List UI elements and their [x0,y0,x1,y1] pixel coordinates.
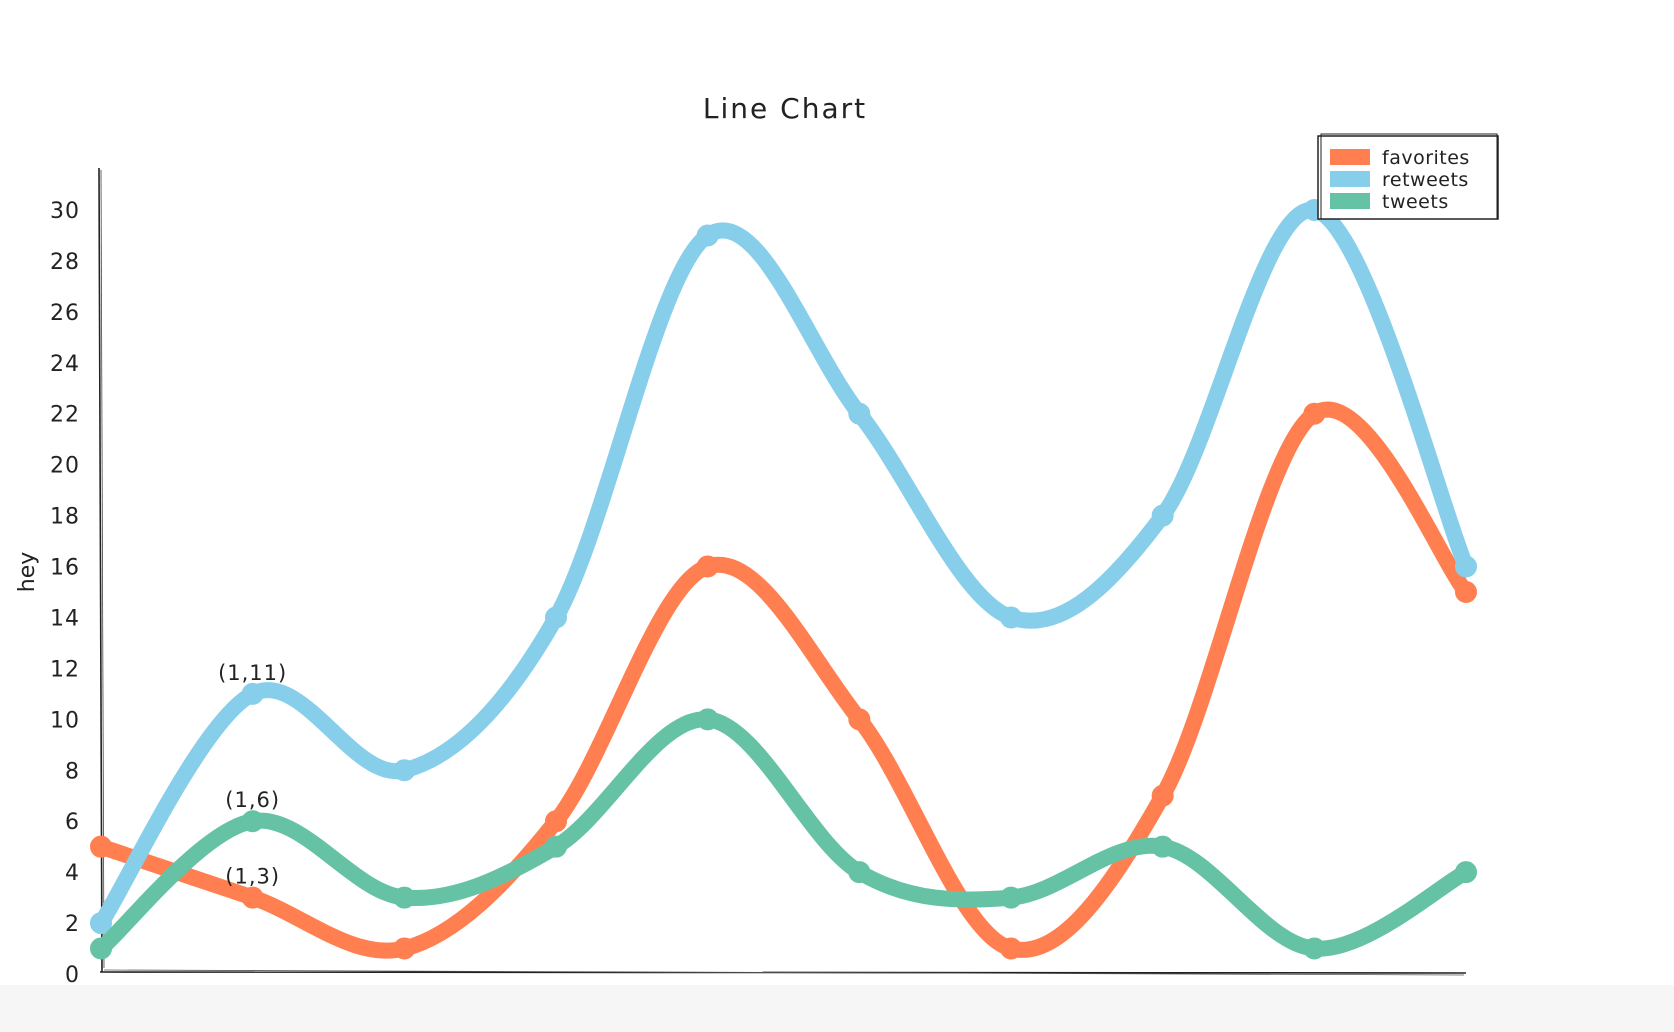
series-line-favorites [93,401,1474,959]
data-point-retweets [241,682,264,705]
y-tick-label: 14 [50,606,80,631]
y-tick-label: 6 [65,810,80,835]
data-point-favorites [1455,581,1477,603]
data-point-favorites [1151,784,1174,807]
data-point-tweets [848,861,871,884]
legend-label-tweets: tweets [1382,191,1449,213]
legend-label-retweets: retweets [1382,169,1469,191]
data-point-favorites [241,886,264,909]
data-point-retweets [1455,555,1477,578]
data-point-favorites [545,810,567,833]
legend-frame-sketch [1320,133,1498,220]
data-point-favorites [848,708,871,731]
y-tick-label: 26 [50,301,80,326]
data-point-favorites [696,555,719,578]
point-label: (1,6) [225,788,280,812]
y-tick-label: 28 [50,250,80,275]
y-tick-label: 16 [50,556,80,581]
y-tick-label: 10 [50,708,80,733]
legend-swatch-favorites [1330,149,1370,165]
y-tick-label: 24 [50,352,80,377]
data-point-tweets [1455,861,1477,884]
data-point-favorites [1303,402,1326,425]
y-axis-line-sketch [100,169,105,969]
legend-label-favorites: favorites [1382,147,1470,169]
x-axis-line-sketch [103,969,1465,976]
series-lines [90,199,1477,960]
data-point-tweets [1000,886,1022,909]
y-tick-label: 20 [50,454,80,479]
legend-swatch-retweets [1330,171,1370,187]
data-point-favorites [393,937,416,960]
y-tick-label: 2 [65,912,80,937]
data-point-retweets [696,224,719,247]
y-tick-label: 8 [65,759,80,784]
y-tick-label: 18 [50,505,80,530]
data-point-retweets [1151,504,1174,527]
data-point-retweets [848,402,871,425]
point-annotations: (1,11) (1,6) (1,3) [218,661,287,889]
data-point-tweets [1303,937,1326,960]
data-point-tweets [393,886,416,909]
data-point-tweets [241,810,264,833]
y-tick-label: 22 [50,403,80,428]
y-tick-label: 4 [65,861,80,886]
data-point-retweets [90,912,112,935]
series-line-tweets [93,711,1474,957]
series-line-retweets [93,202,1474,932]
data-point-retweets [1000,606,1022,629]
data-point-tweets [545,835,567,858]
data-point-tweets [1151,835,1174,858]
legend-swatch-tweets [1330,193,1370,209]
line-chart: Line Chart hey 0 2 4 6 8 10 12 14 16 18 20 22 24 26 28… [15,92,1499,988]
y-axis-label: hey [15,552,40,593]
data-point-tweets [696,708,719,731]
data-point-tweets [90,937,112,960]
y-tick-label: 12 [50,657,80,682]
point-label: (1,11) [218,661,287,685]
chart-canvas: Line Chart hey 0246810121416182022242628… [15,92,1499,988]
data-point-retweets [393,759,416,782]
bottom-bar [0,985,1674,1032]
data-point-favorites [1000,937,1022,960]
data-point-favorites [90,835,112,858]
y-tick-label: 30 [50,199,80,224]
y-tick-label: 0 [65,963,80,985]
data-point-retweets [545,606,567,629]
chart-title: Line Chart [703,92,867,125]
point-label: (1,3) [225,865,280,889]
